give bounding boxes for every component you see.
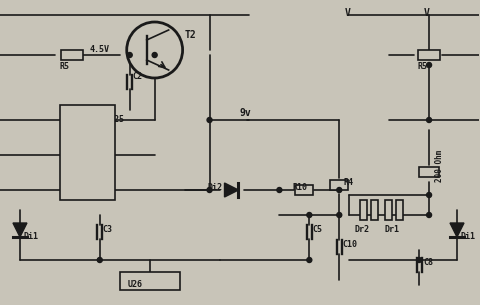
Circle shape [152, 52, 157, 58]
Bar [120, 272, 180, 290]
Circle shape [277, 188, 282, 192]
Text: Di2: Di2 [207, 183, 223, 192]
Circle shape [427, 117, 432, 123]
Circle shape [337, 188, 342, 192]
Circle shape [427, 213, 432, 217]
Text: C10: C10 [342, 240, 357, 249]
Text: R4: R4 [343, 178, 353, 187]
Circle shape [417, 257, 421, 263]
Polygon shape [13, 223, 27, 237]
Text: C5: C5 [312, 225, 322, 234]
Text: Dr1: Dr1 [384, 225, 399, 234]
Polygon shape [225, 183, 239, 197]
Text: Di1: Di1 [24, 232, 39, 241]
Circle shape [97, 257, 102, 263]
Bar [385, 200, 392, 220]
Bar [60, 105, 115, 200]
Text: 4.5V: 4.5V [90, 45, 110, 54]
Bar [61, 50, 83, 60]
Circle shape [337, 213, 342, 217]
Circle shape [307, 257, 312, 263]
Text: Dr2: Dr2 [354, 225, 369, 234]
Circle shape [207, 117, 212, 123]
Circle shape [127, 52, 132, 58]
Bar [418, 50, 440, 60]
Text: R5: R5 [417, 62, 427, 71]
Bar [330, 180, 348, 190]
Text: 200 Ohm: 200 Ohm [435, 150, 444, 182]
Text: R5: R5 [60, 62, 70, 71]
Text: V: V [424, 8, 430, 18]
Text: 9v: 9v [240, 108, 251, 118]
Bar [371, 200, 378, 220]
Text: U25: U25 [110, 115, 125, 124]
Text: R10: R10 [292, 183, 307, 192]
Polygon shape [450, 223, 464, 237]
Bar [360, 200, 367, 220]
Text: V: V [344, 8, 350, 18]
Circle shape [127, 22, 182, 78]
Circle shape [307, 213, 312, 217]
Bar [419, 167, 439, 177]
Text: C3: C3 [103, 225, 113, 234]
Text: U26: U26 [128, 280, 143, 289]
Text: C2: C2 [132, 72, 143, 81]
Text: C8: C8 [423, 258, 433, 267]
Bar [396, 200, 403, 220]
Bar [295, 185, 313, 195]
Text: Di1: Di1 [461, 232, 476, 241]
Circle shape [427, 192, 432, 198]
Text: T2: T2 [185, 30, 196, 40]
Circle shape [207, 188, 212, 192]
Circle shape [427, 63, 432, 67]
